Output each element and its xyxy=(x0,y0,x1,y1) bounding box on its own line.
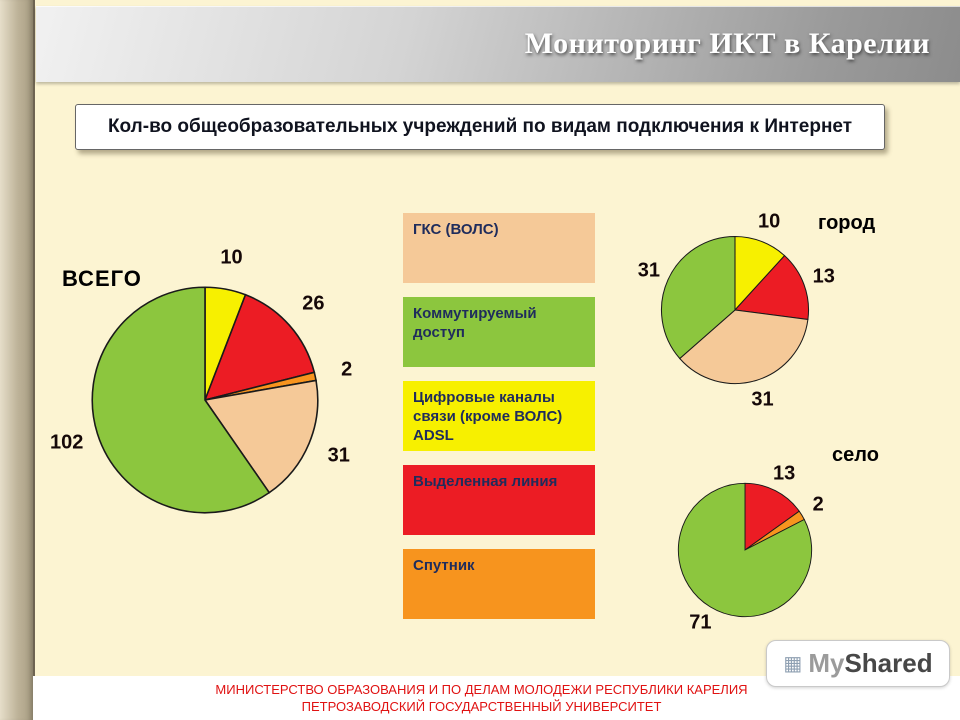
legend-item-label: Выделенная линия xyxy=(413,473,558,490)
pie-value-label: 26 xyxy=(302,292,325,315)
legend-item-label: ГКС (ВОЛС) xyxy=(413,221,499,238)
pie-slice xyxy=(677,482,813,618)
legend-item-label: Цифровые каналы связи (кроме ВОЛС) ADSL xyxy=(413,389,563,444)
pie-svg xyxy=(661,235,810,385)
legend: ГКС (ВОЛС) Коммутируемый доступ Цифровые к… xyxy=(403,213,595,633)
footer-line1: МИНИСТЕРСТВО ОБРАЗОВАНИЯ И ПО ДЕЛАМ МОЛО… xyxy=(215,682,748,697)
legend-item-dial-up: Коммутируемый доступ xyxy=(403,297,595,367)
pie-slice xyxy=(661,235,736,360)
pie-value-label: 13 xyxy=(812,265,835,288)
pie-slice xyxy=(203,379,319,494)
slide-title: Мониторинг ИКТ в Карелии xyxy=(524,27,930,60)
subtitle-text: Кол-во общеобразовательных учреждений по… xyxy=(107,116,853,137)
pie-slice xyxy=(203,293,316,402)
pie-value-label: 13 xyxy=(773,462,796,485)
legend-item-label: Коммутируемый доступ xyxy=(413,305,537,341)
pie-svg xyxy=(91,286,319,514)
slide-header: Мониторинг ИКТ в Карелии xyxy=(36,6,960,82)
pie-chart-city: 10 13 31 31 xyxy=(638,210,835,411)
pie-title-total: ВСЕГО xyxy=(62,266,142,291)
pie-slice xyxy=(733,254,810,321)
pie-value-label: 2 xyxy=(812,493,824,516)
pie-slice xyxy=(744,482,800,551)
pie-value-label: 2 xyxy=(341,358,353,381)
pie-title-village: село xyxy=(832,444,879,466)
pie-value-label: 31 xyxy=(751,388,774,411)
myshared-watermark: ▦ MyShared xyxy=(766,640,950,687)
footer-line2: ПЕТРОЗАВОДСКИЙ ГОСУДАРСТВЕННЫЙ УНИВЕРСИТ… xyxy=(301,699,662,714)
legend-item-gks-vols: ГКС (ВОЛС) xyxy=(403,213,595,283)
myshared-grid-icon: ▦ xyxy=(783,652,803,675)
pie-value-label: 31 xyxy=(327,444,350,467)
pie-chart-village: 13 2 71 xyxy=(677,462,824,634)
pie-slice xyxy=(91,286,271,514)
left-margin-strip xyxy=(0,0,35,720)
legend-item-digital-adsl: Цифровые каналы связи (кроме ВОЛС) ADSL xyxy=(403,381,595,451)
pie-value-label: 71 xyxy=(689,611,712,634)
pie-svg xyxy=(677,482,813,618)
legend-item-satellite: Спутник xyxy=(403,549,595,619)
legend-item-label: Спутник xyxy=(413,557,475,574)
pie-title-city: город xyxy=(818,212,876,234)
pie-value-label: 10 xyxy=(758,210,781,233)
pie-value-label: 10 xyxy=(220,246,243,269)
pie-value-label: 102 xyxy=(50,431,84,454)
subtitle-box: Кол-во общеобразовательных учреждений по… xyxy=(75,104,885,150)
myshared-label: MyShared xyxy=(808,648,933,678)
legend-item-dedicated-line: Выделенная линия xyxy=(403,465,595,535)
pie-value-label: 31 xyxy=(637,259,661,282)
pie-chart-total: 10 26 2 31 102 xyxy=(50,246,352,515)
pie-slice xyxy=(679,309,809,385)
